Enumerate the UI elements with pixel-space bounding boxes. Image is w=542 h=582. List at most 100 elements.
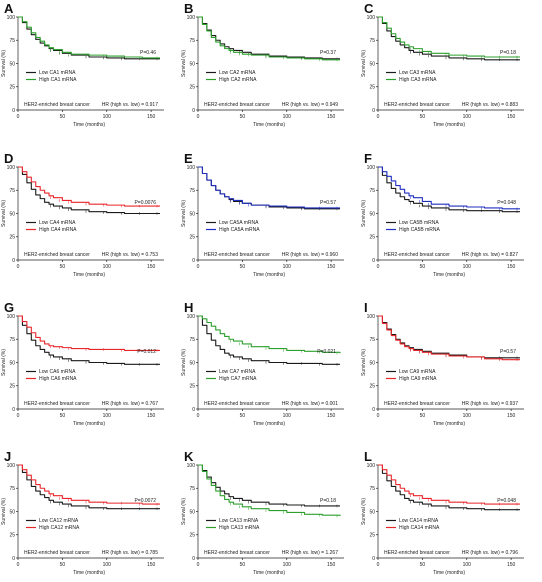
legend-entry: High CA9 mRNA [399, 376, 437, 382]
y-axis-title: Survival (%) [1, 498, 7, 525]
x-axis-title: Time (months) [253, 570, 285, 576]
y-tick-label: 75 [369, 337, 375, 343]
legend-entry: Low CA4 mRNA [39, 220, 76, 226]
x-tick-label: 150 [147, 264, 156, 270]
curve-low-ca5a-mrna [198, 166, 340, 210]
curve-high-ca5b-mrna [378, 166, 520, 210]
p-value-label: P=0.048 [497, 200, 516, 206]
y-axis-title: Survival (%) [181, 200, 187, 227]
legend-entry: Low CA2 mRNA [219, 70, 256, 76]
x-tick-label: 0 [377, 562, 380, 568]
x-tick-label: 150 [507, 264, 516, 270]
y-tick-label: 75 [9, 337, 15, 343]
x-tick-label: 50 [420, 114, 426, 120]
panel-g: G 0 25 50 75 100 0 50 100 150 Time (months) Surviva… [1, 300, 164, 427]
y-tick-label: 50 [9, 360, 15, 366]
cohort-label: HER2-enriched breast cancer [204, 252, 270, 258]
y-tick-label: 0 [192, 556, 195, 562]
p-value-label: P=0.57 [320, 200, 336, 206]
curve-high-ca4-mrna [18, 166, 160, 207]
x-axis-title: Time (months) [73, 421, 105, 427]
x-tick-label: 0 [17, 264, 20, 270]
cohort-label: HER2-enriched breast cancer [384, 550, 450, 556]
y-tick-label: 0 [12, 108, 15, 114]
p-value-label: P=0.048 [497, 498, 516, 504]
x-tick-label: 150 [507, 562, 516, 568]
y-tick-label: 0 [12, 407, 15, 413]
x-tick-label: 100 [283, 562, 292, 568]
panel-letter-k: K [184, 449, 194, 464]
curve-high-ca12-mrna [18, 464, 160, 505]
axes-f [377, 167, 524, 261]
legend-entry: Low CA13 mRNA [219, 518, 259, 524]
y-axis-title: Survival (%) [1, 50, 7, 77]
x-tick-label: 100 [463, 114, 472, 120]
x-tick-label: 50 [420, 413, 426, 419]
y-tick-label: 100 [367, 314, 376, 320]
panel-h: H 0 25 50 75 100 0 50 100 150 Time (months) Surviva… [181, 300, 344, 427]
panel-letter-l: L [364, 449, 372, 464]
x-tick-label: 150 [147, 562, 156, 568]
p-value-label: P=0.0076 [134, 200, 156, 206]
x-axis-title: Time (months) [433, 122, 465, 128]
cohort-label: HER2-enriched breast cancer [384, 102, 450, 108]
panel-letter-a: A [4, 1, 14, 16]
x-tick-label: 100 [463, 562, 472, 568]
y-axis-title: Survival (%) [361, 50, 367, 77]
x-tick-label: 0 [377, 114, 380, 120]
panel-a: A 0 25 50 75 100 0 50 100 150 Time (months) Surviva… [1, 1, 164, 128]
y-tick-label: 0 [372, 258, 375, 264]
y-axis-title: Survival (%) [181, 498, 187, 525]
curve-low-ca5b-mrna [378, 166, 520, 213]
axes-c [377, 17, 524, 111]
cohort-label: HER2-enriched breast cancer [384, 252, 450, 258]
legend-entry: High CA5B mRNA [399, 227, 441, 233]
x-tick-label: 150 [147, 114, 156, 120]
panel-letter-b: B [184, 1, 193, 16]
panel-letter-i: I [364, 300, 368, 315]
legend-entry: High CA5A mRNA [219, 227, 260, 233]
legend-entry: High CA4 mRNA [39, 227, 77, 233]
x-tick-label: 50 [60, 264, 66, 270]
y-tick-label: 0 [192, 258, 195, 264]
y-tick-label: 100 [7, 314, 16, 320]
panel-letter-f: F [364, 151, 372, 166]
y-tick-label: 100 [367, 15, 376, 21]
y-tick-label: 50 [369, 509, 375, 515]
y-tick-label: 50 [189, 360, 195, 366]
legend-entry: Low CA6 mRNA [39, 369, 76, 375]
x-tick-label: 0 [197, 114, 200, 120]
panel-f: F 0 25 50 75 100 0 50 100 150 Time (months) Surviva… [361, 151, 524, 278]
y-tick-label: 25 [369, 235, 375, 241]
x-tick-label: 100 [103, 413, 112, 419]
p-value-label: P=0.46 [140, 50, 156, 56]
y-axis-title: Survival (%) [361, 200, 367, 227]
legend-entry: Low CA14 mRNA [399, 518, 439, 524]
x-tick-label: 150 [507, 413, 516, 419]
y-tick-label: 25 [189, 85, 195, 91]
curve-high-ca14-mrna [378, 464, 520, 505]
legend-entry: High CA3 mRNA [399, 77, 437, 83]
panel-letter-j: J [4, 449, 11, 464]
y-tick-label: 0 [372, 556, 375, 562]
legend-entry: Low CA7 mRNA [219, 369, 256, 375]
cohort-label: HER2-enriched breast cancer [384, 401, 450, 407]
y-tick-label: 25 [189, 235, 195, 241]
y-axis-title: Survival (%) [361, 498, 367, 525]
curve-high-ca1-mrna [18, 16, 160, 59]
y-tick-label: 0 [372, 108, 375, 114]
curve-low-ca6-mrna [18, 315, 160, 365]
x-tick-label: 0 [17, 562, 20, 568]
x-tick-label: 50 [240, 562, 246, 568]
legend-entry: Low CA9 mRNA [399, 369, 436, 375]
legend-entry: Low CA5A mRNA [219, 220, 259, 226]
x-axis-title: Time (months) [253, 272, 285, 278]
x-axis-title: Time (months) [73, 272, 105, 278]
axes-e [197, 167, 344, 261]
hazard-ratio-label: HR (high vs. low) = 1.267 [282, 550, 338, 556]
x-tick-label: 50 [420, 562, 426, 568]
x-tick-label: 0 [197, 413, 200, 419]
y-tick-label: 50 [9, 509, 15, 515]
y-tick-label: 100 [187, 165, 196, 171]
panel-c: C 0 25 50 75 100 0 50 100 150 Time (months) Surviva… [361, 1, 524, 128]
